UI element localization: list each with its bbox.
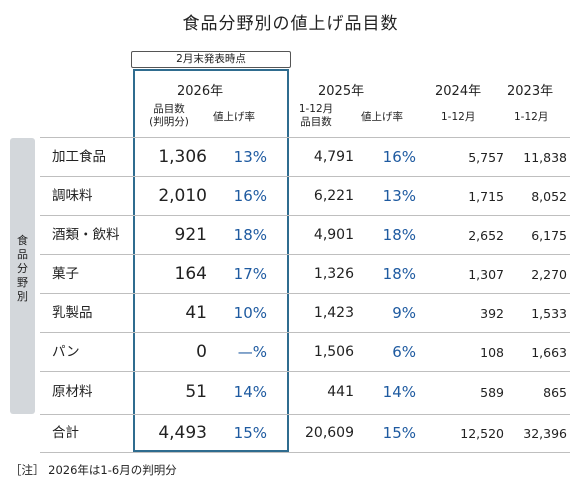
items-2026: 0: [196, 342, 207, 362]
items-2026: 1,306: [158, 147, 207, 167]
items-2024: 589: [480, 385, 504, 400]
header-2025-items: 1-12月 品目数: [292, 103, 340, 129]
total-items-2024: 12,520: [460, 426, 504, 441]
rate-2025: 18%: [382, 226, 416, 244]
rate-2025: 14%: [382, 383, 416, 401]
items-2024: 108: [480, 345, 504, 360]
row-divider: [40, 254, 570, 255]
items-2025: 441: [327, 384, 354, 400]
rate-2025: 6%: [392, 343, 416, 361]
header-2025-items-line1: 1-12月: [298, 103, 334, 115]
page-title: 食品分野別の値上げ品目数: [182, 14, 399, 34]
row-divider: [40, 176, 570, 177]
table-row: 乳製品 41 10% 1,423 9% 392 1,533: [40, 294, 570, 333]
rate-2026: 17%: [233, 265, 267, 283]
row-divider: [40, 414, 570, 415]
items-2023: 1,533: [531, 306, 567, 321]
rate-2026: 14%: [233, 383, 267, 401]
row-divider: [40, 293, 570, 294]
rate-2026: 13%: [233, 148, 267, 166]
rate-2026: —%: [237, 343, 267, 361]
rate-2026: 18%: [233, 226, 267, 244]
total-rate-2025: 15%: [382, 424, 416, 442]
items-2026: 41: [185, 303, 207, 323]
rate-2026: 10%: [233, 304, 267, 322]
items-2023: 6,175: [531, 228, 567, 243]
total-row: 合計 4,493 15% 20,609 15% 12,520 32,396: [40, 415, 570, 452]
category-name: 原材料: [52, 384, 93, 400]
header-2025-rate: 値上げ率: [361, 111, 403, 123]
header-2026-items-line1: 品目数: [153, 103, 185, 115]
items-2026: 51: [185, 382, 207, 402]
total-label: 合計: [52, 425, 79, 441]
sidebar-char: 分: [17, 262, 28, 275]
header-2024: 2024年: [435, 84, 482, 99]
total-items-2026: 4,493: [158, 423, 207, 443]
row-divider: [40, 332, 570, 333]
table-row: 原材料 51 14% 441 14% 589 865: [40, 373, 570, 412]
category-sidebar: 食 品 分 野 別: [10, 138, 35, 414]
items-2024: 1,307: [468, 267, 504, 282]
items-2024: 5,757: [468, 150, 504, 165]
header-2026-rate: 値上げ率: [213, 111, 255, 123]
footnote: ［注］ 2026年は1-6月の判明分: [10, 463, 177, 477]
row-divider: [40, 215, 570, 216]
header-2026: 2026年: [177, 84, 224, 99]
items-2026: 921: [174, 225, 207, 245]
category-name: 加工食品: [52, 149, 106, 165]
rate-2025: 13%: [382, 187, 416, 205]
items-2023: 2,270: [531, 267, 567, 282]
row-divider: [40, 371, 570, 372]
table-row: 調味料 2,010 16% 6,221 13% 1,715 8,052: [40, 177, 570, 216]
announcement-badge: 2月末発表時点: [131, 51, 291, 68]
sidebar-char: 品: [17, 248, 28, 261]
rate-2026: 16%: [233, 187, 267, 205]
table-row: 加工食品 1,306 13% 4,791 16% 5,757 11,838: [40, 138, 570, 177]
rate-2025: 16%: [382, 148, 416, 166]
header-2025: 2025年: [318, 84, 365, 99]
items-2023: 11,838: [523, 150, 567, 165]
header-2026-items: 品目数 (判明分): [139, 103, 199, 129]
header-2023: 2023年: [507, 84, 554, 99]
header-2023-sub: 1-12月: [514, 111, 549, 123]
sidebar-char: 野: [17, 276, 28, 289]
rate-2025: 9%: [392, 304, 416, 322]
items-2025: 4,901: [313, 227, 354, 243]
items-2026: 164: [174, 264, 207, 284]
highlight-2026-box: [133, 69, 289, 452]
table-row: パン 0 —% 1,506 6% 108 1,663: [40, 333, 570, 372]
items-2025: 1,326: [313, 266, 354, 282]
category-name: 酒類・飲料: [52, 227, 120, 243]
items-2025: 4,791: [313, 149, 354, 165]
table-row: 酒類・飲料 921 18% 4,901 18% 2,652 6,175: [40, 216, 570, 255]
rate-2025: 18%: [382, 265, 416, 283]
items-2024: 1,715: [468, 189, 504, 204]
items-2023: 8,052: [531, 189, 567, 204]
total-items-2023: 32,396: [523, 426, 567, 441]
table-row: 菓子 164 17% 1,326 18% 1,307 2,270: [40, 255, 570, 294]
header-2024-sub: 1-12月: [441, 111, 476, 123]
total-items-2025: 20,609: [305, 425, 354, 441]
items-2024: 392: [480, 306, 504, 321]
row-divider: [40, 452, 570, 453]
items-2025: 1,423: [313, 305, 354, 321]
sidebar-label: 食 品 分 野 別: [10, 234, 35, 304]
total-rate-2026: 15%: [233, 424, 267, 442]
items-2024: 2,652: [468, 228, 504, 243]
items-2023: 1,663: [531, 345, 567, 360]
items-2025: 1,506: [313, 344, 354, 360]
items-2023: 865: [543, 385, 567, 400]
items-2026: 2,010: [158, 186, 207, 206]
category-name: 乳製品: [52, 305, 93, 321]
category-name: パン: [52, 344, 80, 360]
row-divider: [40, 137, 570, 138]
items-2025: 6,221: [313, 188, 354, 204]
category-name: 調味料: [52, 188, 93, 204]
sidebar-char: 別: [17, 290, 28, 303]
sidebar-char: 食: [17, 234, 28, 247]
header-2025-items-line2: 品目数: [300, 116, 332, 128]
category-name: 菓子: [52, 266, 79, 282]
header-2026-items-line2: (判明分): [149, 116, 189, 128]
